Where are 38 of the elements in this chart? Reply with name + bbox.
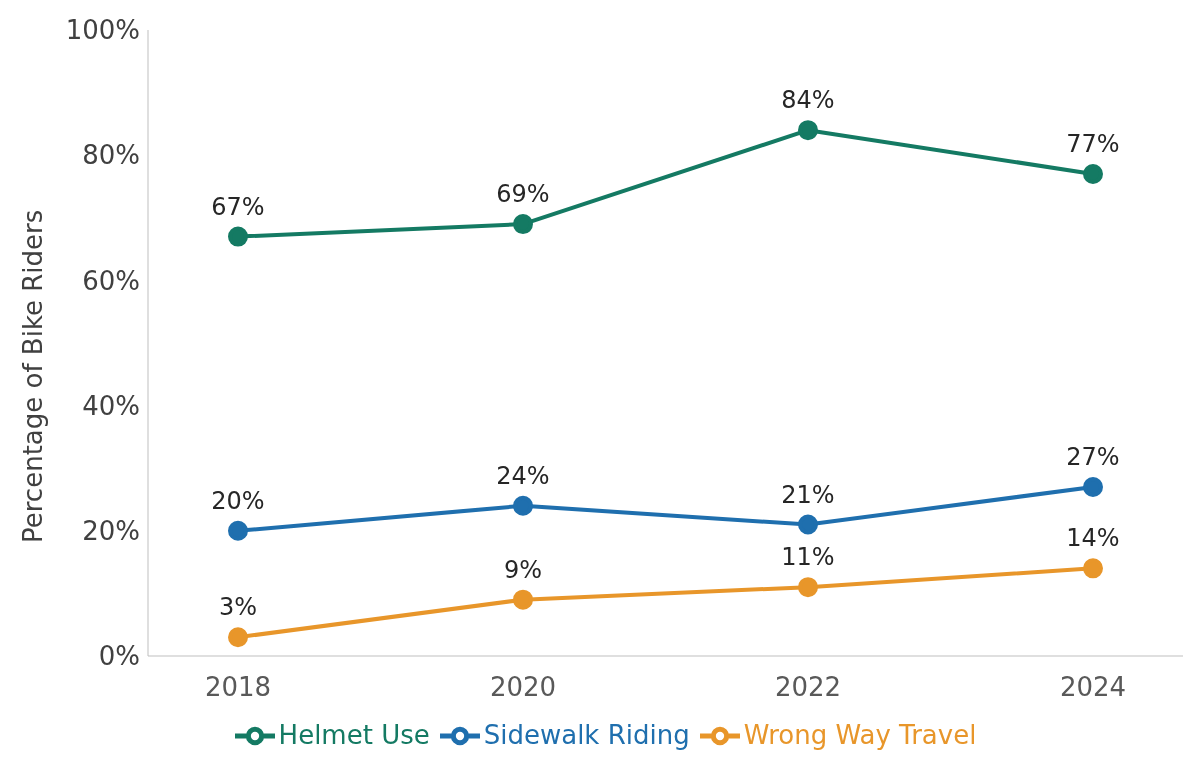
y-tick-label: 80% bbox=[82, 140, 140, 171]
data-label: 11% bbox=[781, 543, 835, 572]
data-label: 14% bbox=[1066, 524, 1120, 553]
point bbox=[513, 589, 533, 610]
point bbox=[228, 520, 248, 541]
data-label: 20% bbox=[211, 486, 265, 515]
data-label: 24% bbox=[496, 461, 550, 490]
data-label: 21% bbox=[781, 480, 835, 509]
data-label: 77% bbox=[1066, 129, 1120, 158]
point bbox=[513, 495, 533, 516]
legend-label: Helmet Use bbox=[278, 719, 430, 750]
x-tick-label: 2018 bbox=[204, 672, 272, 703]
data-label: 3% bbox=[218, 593, 258, 622]
point bbox=[798, 577, 818, 598]
y-tick-label: 20% bbox=[82, 516, 140, 547]
data-label: 67% bbox=[211, 192, 265, 221]
point bbox=[1083, 163, 1103, 184]
y-tick-label: 0% bbox=[98, 641, 140, 672]
y-tick-label: 40% bbox=[82, 390, 140, 421]
data-label: 84% bbox=[781, 86, 835, 115]
y-tick-label: 60% bbox=[82, 265, 140, 296]
point bbox=[228, 627, 248, 648]
y-axis-title: Percentage of Bike Riders bbox=[18, 209, 49, 543]
point bbox=[228, 226, 248, 247]
point bbox=[798, 514, 818, 535]
data-label: 27% bbox=[1066, 442, 1120, 471]
data-label: 9% bbox=[503, 555, 543, 584]
y-tick-label: 100% bbox=[65, 15, 140, 46]
x-tick-label: 2020 bbox=[489, 672, 557, 703]
point bbox=[798, 120, 818, 141]
legend-label: Sidewalk Riding bbox=[483, 719, 690, 750]
x-tick-label: 2024 bbox=[1059, 672, 1127, 703]
data-label: 69% bbox=[496, 180, 550, 209]
legend-label: Wrong Way Travel bbox=[743, 719, 977, 750]
point bbox=[513, 214, 533, 235]
x-tick-label: 2022 bbox=[774, 672, 842, 703]
point bbox=[1083, 476, 1103, 497]
point bbox=[1083, 558, 1103, 579]
